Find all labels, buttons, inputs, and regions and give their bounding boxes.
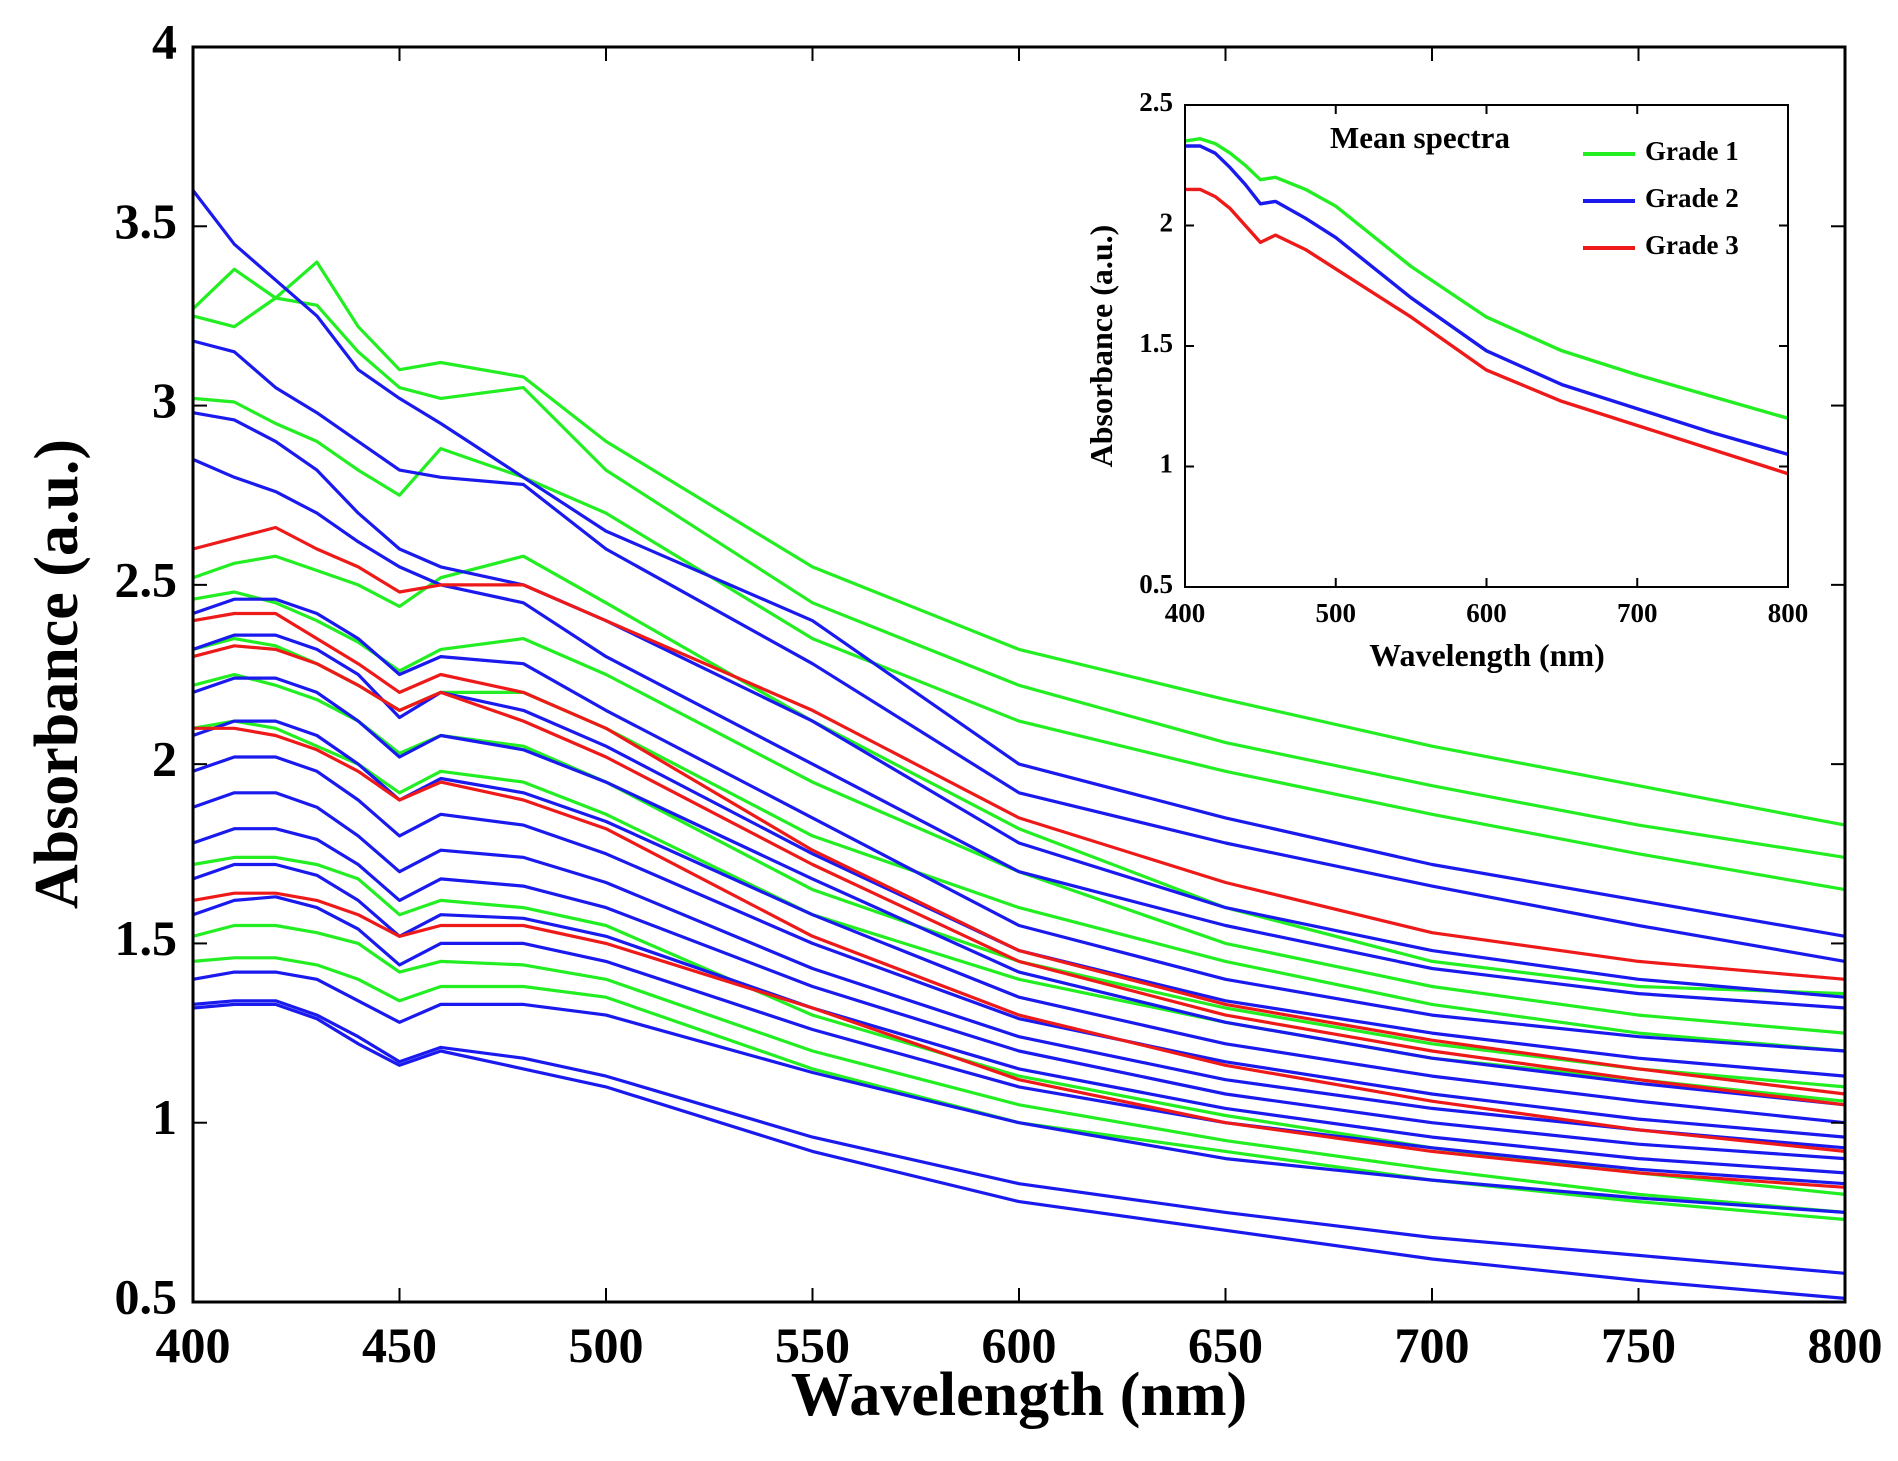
main-series-line	[192, 862, 1846, 1175]
main-series-line	[192, 827, 1846, 1161]
inset-y-tick-label: 2.5	[1139, 87, 1173, 117]
main-series-line	[192, 597, 1846, 1053]
inset-x-axis-label: Wavelength (nm)	[1369, 637, 1605, 673]
main-x-tick-label: 400	[156, 1317, 231, 1373]
inset-title: Mean spectra	[1330, 120, 1510, 155]
main-series-line	[193, 726, 1846, 1153]
main-y-tick-label: 2.5	[115, 551, 178, 607]
inset-background	[1185, 105, 1788, 587]
main-series-line	[192, 791, 1846, 1150]
main-series-line	[192, 554, 1846, 996]
main-series-line	[192, 1002, 1846, 1300]
inset-series-group	[1184, 136, 1789, 476]
inset-x-tick-label: 600	[1466, 598, 1507, 628]
main-series-group	[191, 189, 1846, 1300]
inset-series-line	[1185, 187, 1789, 476]
main-series-line	[192, 525, 1846, 981]
main-y-tick-label: 3.5	[115, 193, 178, 249]
inset-x-tick-label: 800	[1768, 598, 1809, 628]
main-series-line	[192, 644, 1846, 1107]
main-y-tick-label: 2	[152, 731, 177, 787]
main-x-tick-label: 450	[362, 1317, 437, 1373]
main-series-line	[192, 956, 1846, 1222]
main-series-line	[192, 339, 1846, 963]
main-series-line	[192, 611, 1846, 1096]
main-x-tick-label: 650	[1188, 1317, 1263, 1373]
main-x-tick-label: 550	[775, 1317, 850, 1373]
inset-y-tick-label: 2	[1160, 208, 1174, 238]
main-y-tick-label: 4	[152, 13, 177, 69]
main-y-tick-label: 0.5	[115, 1268, 178, 1324]
inset-x-tick-label: 700	[1617, 598, 1658, 628]
main-x-axis-label: Wavelength (nm)	[791, 1361, 1247, 1429]
inset-series-line	[1184, 136, 1789, 420]
main-x-ticks: 400 450 500 550 600 650 700 750 800	[156, 47, 1883, 1373]
main-x-tick-label: 700	[1395, 1317, 1470, 1373]
legend-label: Grade 2	[1645, 183, 1739, 213]
main-series-line	[192, 633, 1846, 1078]
main-series-line	[192, 970, 1846, 1214]
inset-legend: Grade 1 Grade 2 Grade 3	[1583, 136, 1739, 260]
main-series-line	[192, 891, 1846, 1189]
main-x-tick-label: 600	[982, 1317, 1057, 1373]
main-series-line	[192, 672, 1846, 1089]
main-series-line	[192, 719, 1846, 1125]
inset-x-tick-label: 400	[1165, 598, 1206, 628]
main-y-ticks: 0.5 1 1.5 2 2.5 3 3.5 4	[115, 13, 1845, 1324]
main-y-axis-label: Absorbance (a.u.)	[23, 439, 91, 909]
main-x-tick-label: 750	[1601, 1317, 1676, 1373]
inset-y-tick-label: 1.5	[1139, 328, 1173, 358]
legend-label: Grade 3	[1645, 230, 1739, 260]
inset-y-axis-label: Absorbance (a.u.)	[1083, 225, 1119, 468]
main-series-line	[192, 590, 1846, 1035]
main-series-line	[192, 855, 1846, 1196]
main-series-line	[191, 189, 1846, 938]
inset-y-ticks: 0.5 1 1.5 2 2.5	[1139, 87, 1788, 599]
inset-chart: 400 500 600 700 800 0.5 1 1.5 2 2.5 Mean spectra…	[1083, 87, 1808, 673]
main-series-line	[192, 895, 1846, 1186]
main-series-line	[192, 457, 1846, 1010]
main-chart: 400 450 500 550 600 650 700 750 800 0.5 1 1.5 2 2.5 3…	[23, 13, 1883, 1429]
main-x-tick-label: 500	[569, 1317, 644, 1373]
main-series-line	[192, 296, 1846, 859]
main-y-tick-label: 1	[152, 1089, 177, 1145]
main-series-line	[192, 999, 1846, 1275]
main-x-tick-label: 800	[1808, 1317, 1883, 1373]
inset-series-line	[1185, 144, 1789, 457]
inset-y-tick-label: 1	[1160, 449, 1174, 479]
legend-label: Grade 1	[1645, 136, 1739, 166]
main-series-line	[192, 676, 1846, 1107]
main-series-line	[192, 755, 1846, 1139]
inset-x-ticks: 400 500 600 700 800	[1165, 105, 1809, 628]
inset-y-tick-label: 0.5	[1139, 569, 1173, 599]
main-y-tick-label: 3	[152, 372, 177, 428]
main-series-line	[191, 260, 1846, 827]
main-y-tick-label: 1.5	[115, 910, 178, 966]
main-series-line	[192, 923, 1846, 1214]
inset-x-tick-label: 500	[1316, 598, 1357, 628]
